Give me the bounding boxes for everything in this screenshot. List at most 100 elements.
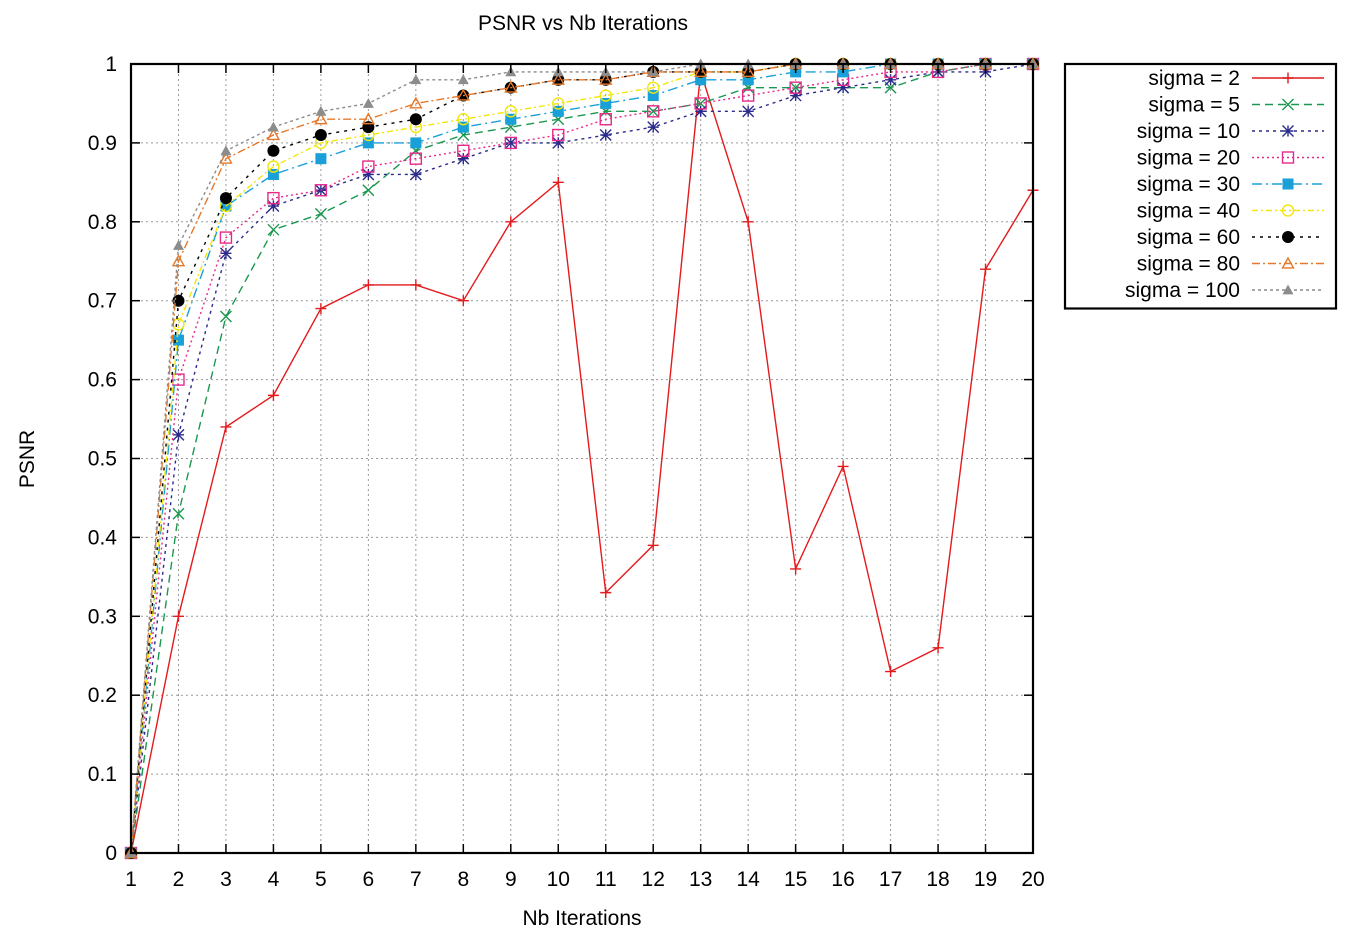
- data-point: [219, 310, 232, 323]
- series-line: [130, 63, 1033, 854]
- legend-label: sigma = 30: [1137, 173, 1240, 196]
- data-point: [267, 200, 280, 213]
- data-point: [172, 507, 185, 520]
- axis-ticks: 1 2 3 4 5 6 7 8 9 10 11 12 13 14 15 16 17 18 19 2000.10.20.…: [88, 53, 1045, 891]
- data-point: [647, 90, 659, 102]
- data-point: [1281, 204, 1295, 217]
- data-point: [599, 72, 613, 85]
- series-1: [125, 66, 1039, 859]
- y-tick-label: 0.4: [88, 526, 118, 549]
- x-tick-label: 15: [784, 868, 807, 891]
- data-point: [219, 151, 233, 164]
- data-point: [932, 642, 944, 654]
- data-point: [552, 97, 565, 110]
- y-tick-label: 0: [105, 842, 117, 865]
- legend-label: sigma = 10: [1137, 120, 1240, 143]
- data-point: [267, 144, 280, 157]
- data-point: [884, 73, 897, 86]
- legend-label: sigma = 80: [1137, 253, 1240, 276]
- y-tick-label: 0.3: [88, 605, 117, 628]
- data-point: [457, 113, 470, 126]
- data-point: [219, 247, 232, 260]
- y-tick-label: 0.5: [88, 448, 117, 471]
- x-tick-label: 12: [642, 868, 665, 891]
- data-point: [599, 89, 612, 102]
- data-point: [1282, 178, 1294, 190]
- x-tick-label: 8: [457, 868, 469, 891]
- data-point: [694, 105, 707, 118]
- data-point: [1282, 98, 1294, 111]
- data-point: [1282, 72, 1294, 84]
- data-point: [409, 96, 423, 109]
- legend-item: sigma = 100: [1125, 279, 1324, 302]
- x-tick-label: 17: [879, 868, 902, 891]
- data-point: [742, 74, 754, 86]
- x-tick-label: 11: [595, 868, 617, 891]
- series-line: [130, 63, 1033, 854]
- data-point: [172, 610, 184, 622]
- data-point: [599, 113, 612, 126]
- legend-label: sigma = 60: [1137, 226, 1240, 249]
- legend-label: sigma = 20: [1137, 147, 1240, 170]
- data-point: [362, 168, 375, 181]
- data-point: [695, 74, 707, 86]
- data-point: [315, 153, 327, 165]
- series-line: [130, 63, 1033, 854]
- y-tick-label: 1: [105, 53, 117, 76]
- x-tick-label: 4: [268, 868, 280, 891]
- data-point: [362, 137, 374, 149]
- data-point: [790, 563, 802, 575]
- data-point: [742, 105, 755, 118]
- data-point: [220, 145, 232, 156]
- x-tick-label: 5: [315, 868, 327, 891]
- data-point: [694, 97, 707, 110]
- data-point: [314, 184, 328, 197]
- series-line: [130, 63, 1034, 854]
- x-tick-label: 20: [1021, 868, 1044, 891]
- data-point: [552, 105, 564, 117]
- y-tick-label: 0.9: [88, 132, 117, 155]
- series-8: [124, 57, 1040, 859]
- x-tick-label: 13: [689, 868, 712, 891]
- data-point: [693, 64, 708, 77]
- data-point: [552, 176, 564, 188]
- data-point: [267, 223, 280, 236]
- series-9: [125, 58, 1039, 858]
- data-point: [457, 152, 470, 165]
- data-point: [885, 666, 897, 678]
- data-point: [457, 74, 469, 85]
- data-point: [504, 136, 517, 149]
- data-point: [314, 129, 327, 142]
- data-point: [551, 72, 565, 85]
- legend-item: sigma = 20: [1137, 147, 1324, 170]
- data-point: [1282, 125, 1294, 137]
- data-point: [1281, 256, 1295, 269]
- y-tick-label: 0.8: [88, 211, 117, 234]
- data-point: [219, 231, 233, 244]
- data-point: [837, 460, 849, 472]
- legend-item: sigma = 60: [1137, 226, 1324, 249]
- data-point: [1282, 284, 1294, 295]
- data-point: [362, 160, 375, 173]
- data-point: [361, 112, 376, 125]
- x-tick-label: 10: [547, 868, 570, 891]
- data-point: [267, 191, 280, 205]
- legend-item: sigma = 30: [1137, 173, 1324, 196]
- x-tick-label: 14: [736, 868, 760, 891]
- data-point: [362, 97, 374, 108]
- legend-item: sigma = 80: [1137, 253, 1324, 276]
- data-point: [220, 421, 232, 433]
- legend-label: sigma = 100: [1125, 279, 1240, 302]
- data-point: [741, 89, 755, 102]
- legend-label: sigma = 5: [1148, 94, 1240, 117]
- data-point: [504, 136, 517, 150]
- y-tick-label: 0.7: [88, 290, 117, 313]
- data-point: [505, 113, 517, 125]
- data-point: [267, 160, 280, 173]
- data-point: [647, 121, 660, 134]
- data-point: [600, 587, 612, 599]
- legend: sigma = 2 sigma = 5 sigma = 10 sigma = 20 si…: [1063, 62, 1338, 310]
- data-point: [647, 81, 660, 94]
- x-tick-label: 2: [173, 868, 185, 891]
- data-point: [172, 334, 184, 346]
